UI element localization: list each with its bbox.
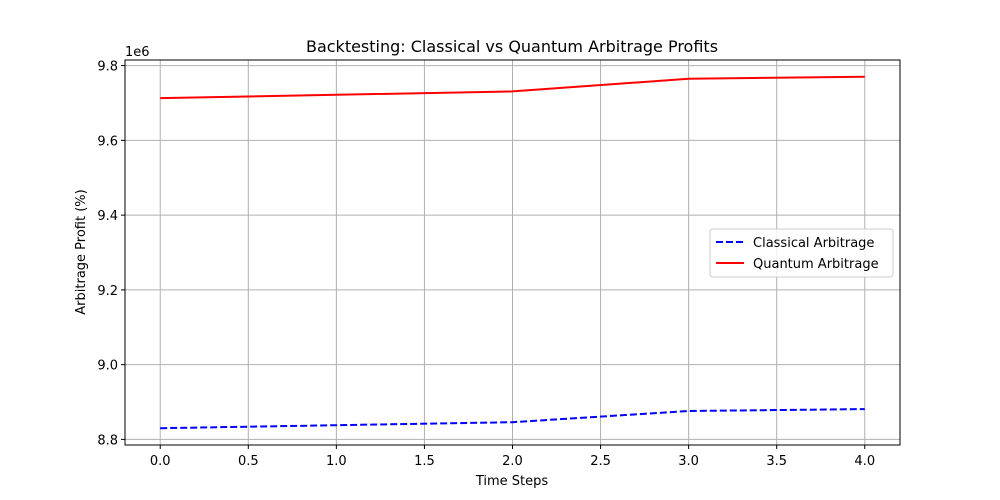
y-tick-label: 8.8	[97, 433, 118, 448]
y-axis: 8.8 9.0 9.2 9.4 9.6 9.8	[97, 60, 125, 448]
legend: Classical Arbitrage Quantum Arbitrage	[709, 228, 894, 278]
classical-arbitrage-line	[160, 408, 865, 430]
x-tick-label: 3.5	[766, 454, 787, 469]
x-tick-label: 0.5	[238, 454, 259, 469]
x-tick-label: 0.0	[150, 454, 171, 469]
x-tick-label: 1.0	[326, 454, 347, 469]
y-tick-label: 9.6	[97, 134, 118, 149]
chart-title: Backtesting: Classical vs Quantum Arbitr…	[306, 37, 718, 56]
x-tick-label: 2.0	[502, 454, 523, 469]
quantum-arbitrage-line	[160, 75, 865, 100]
x-axis: 0.0 0.5 1.0 1.5 2.0 2.5 3.0 3.5 4.0	[150, 445, 875, 469]
y-offset-label: 1e6	[125, 45, 150, 60]
x-tick-label: 4.0	[854, 454, 875, 469]
x-axis-label: Time Steps	[475, 474, 549, 489]
y-tick-label: 9.0	[97, 359, 118, 374]
x-tick-label: 2.5	[590, 454, 611, 469]
legend-label: Classical Arbitrage	[753, 236, 874, 251]
x-tick-label: 3.0	[678, 454, 699, 469]
y-axis-label: Arbitrage Profit (%)	[74, 189, 89, 314]
series-lines	[160, 75, 865, 430]
y-tick-label: 9.8	[97, 60, 118, 75]
legend-label: Quantum Arbitrage	[753, 257, 879, 272]
grid-lines	[125, 60, 900, 445]
legend-box	[709, 228, 894, 278]
y-tick-label: 9.4	[97, 209, 118, 224]
x-tick-label: 1.5	[414, 454, 435, 469]
y-tick-label: 9.2	[97, 284, 118, 299]
